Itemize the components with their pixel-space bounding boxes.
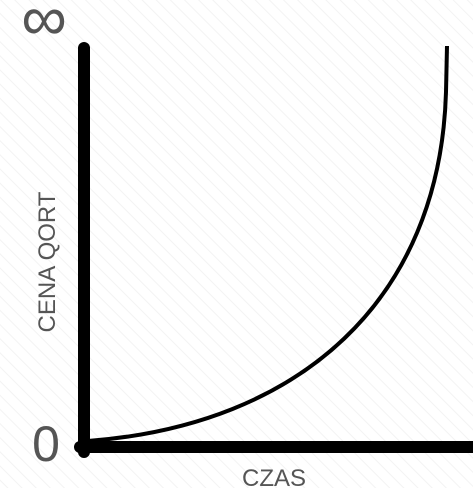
- y-bottom-label: 0: [32, 416, 60, 472]
- curve: [87, 45, 449, 443]
- y-axis-title: CENA QORT: [34, 191, 61, 332]
- y-top-label: ∞: [21, 0, 67, 54]
- x-axis-title: CZAS: [242, 465, 306, 488]
